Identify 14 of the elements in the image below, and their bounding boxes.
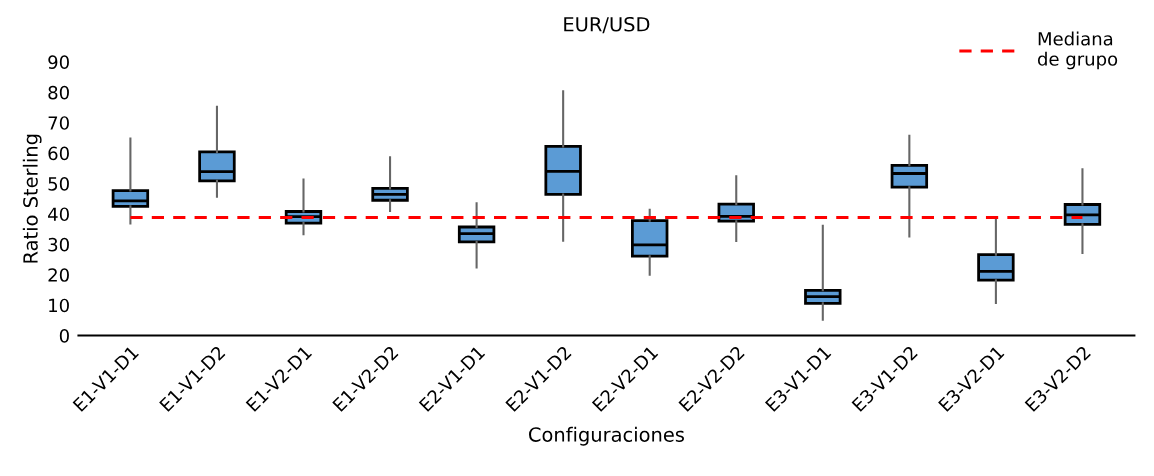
x-axis-title: Configuraciones: [529, 426, 684, 446]
y-tick-label: 30: [48, 237, 69, 252]
legend-label: Mediana de grupo: [1037, 31, 1118, 70]
chart-title: EUR/USD: [564, 16, 650, 34]
y-tick-label: 70: [48, 116, 69, 130]
y-tick-label: 80: [48, 85, 69, 100]
y-tick-label: 10: [49, 298, 69, 313]
y-tick-label: 50: [48, 176, 69, 191]
y-axis-title: Ratio Sterling: [22, 134, 42, 263]
y-tick-label: 40: [48, 207, 69, 222]
y-tick-label: 20: [48, 268, 69, 282]
y-tick-label: 0: [59, 329, 69, 343]
y-tick-label: 60: [48, 146, 69, 161]
y-tick-label: 90: [48, 55, 69, 69]
